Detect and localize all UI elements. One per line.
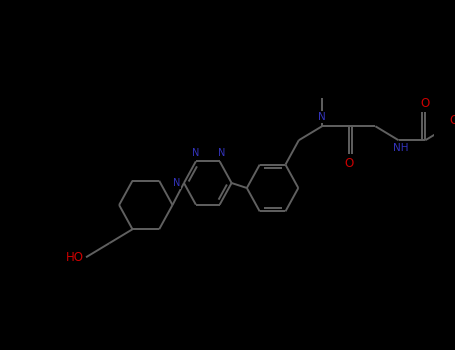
Text: HO: HO bbox=[66, 251, 84, 264]
Text: N: N bbox=[218, 148, 225, 158]
Text: O: O bbox=[421, 97, 430, 110]
Text: O: O bbox=[450, 114, 455, 127]
Text: N: N bbox=[172, 178, 180, 188]
Text: N: N bbox=[318, 112, 326, 122]
Text: N: N bbox=[192, 148, 200, 158]
Text: NH: NH bbox=[393, 143, 408, 153]
Text: O: O bbox=[344, 157, 354, 170]
